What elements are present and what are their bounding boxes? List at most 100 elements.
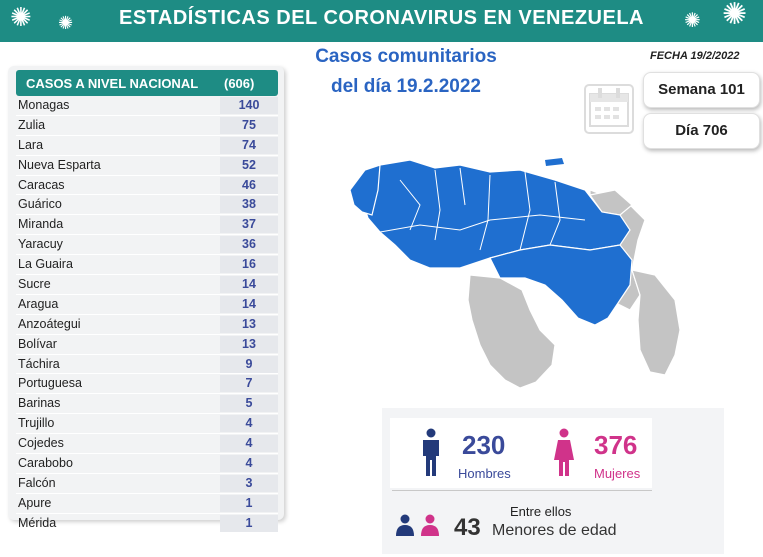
case-count: 3 bbox=[220, 474, 278, 492]
divider bbox=[392, 490, 652, 491]
table-header: CASOS A NIVEL NACIONAL (606) bbox=[16, 70, 278, 96]
case-count: 5 bbox=[220, 395, 278, 413]
case-count: 14 bbox=[220, 295, 278, 313]
state-name: Carabobo bbox=[18, 456, 73, 471]
table-row: Aragua 14 bbox=[16, 295, 278, 315]
woman-icon bbox=[554, 428, 574, 476]
state-name: Nueva Esparta bbox=[18, 157, 101, 172]
state-name: Portuguesa bbox=[18, 376, 82, 391]
state-name: Sucre bbox=[18, 277, 51, 292]
week-label: Semana 101 bbox=[658, 81, 745, 98]
case-count: 13 bbox=[220, 335, 278, 353]
state-name: Aragua bbox=[18, 296, 59, 311]
men-count: 230 bbox=[462, 430, 506, 460]
calendar-icon bbox=[584, 84, 634, 134]
state-name: Falcón bbox=[18, 475, 56, 490]
table-rows: Monagas 140 Zulia 75 Lara 74 Nueva Esparta 52 Ca… bbox=[16, 96, 278, 534]
table-row: Portuguesa 7 bbox=[16, 374, 278, 395]
table-row: Bolívar 13 bbox=[16, 335, 278, 355]
table-row: Anzoátegui 13 bbox=[16, 315, 278, 335]
case-count: 140 bbox=[220, 97, 278, 114]
minors-count: 43 bbox=[454, 514, 481, 541]
cases-table: CASOS A NIVEL NACIONAL (606) Monagas 140 Z… bbox=[8, 66, 284, 534]
state-name: Apure bbox=[18, 495, 52, 510]
day-label: Día 706 bbox=[675, 122, 728, 139]
table-row: Zulia 75 bbox=[16, 116, 278, 136]
state-name: Miranda bbox=[18, 217, 64, 232]
men-label: Hombres bbox=[458, 466, 511, 481]
table-row: Yaracuy 36 bbox=[16, 235, 278, 256]
stats-panel: 230 Hombres 376 Mujeres Entre ellos 43 M… bbox=[382, 408, 724, 554]
table-row: Lara 74 bbox=[16, 136, 278, 156]
state-name: Bolívar bbox=[18, 336, 57, 351]
table-row: Trujillo 4 bbox=[16, 414, 278, 435]
table-row: Mérida 1 bbox=[16, 514, 278, 534]
case-count: 38 bbox=[220, 196, 278, 214]
state-name: Táchira bbox=[18, 356, 60, 371]
table-row: Falcón 3 bbox=[16, 474, 278, 494]
table-row: Sucre 14 bbox=[16, 275, 278, 295]
map-esequibo bbox=[631, 269, 681, 376]
case-count: 14 bbox=[220, 276, 278, 294]
week-badge: Semana 101 bbox=[643, 72, 760, 108]
page-title: ESTADÍSTICAS DEL CORONAVIRUS EN VENEZUEL… bbox=[119, 7, 644, 29]
table-row: Nueva Esparta 52 bbox=[16, 156, 278, 176]
state-name: Trujillo bbox=[18, 416, 55, 431]
state-name: Mérida bbox=[18, 515, 57, 530]
state-name: Barinas bbox=[18, 396, 61, 411]
state-name: Lara bbox=[18, 137, 44, 152]
case-count: 74 bbox=[220, 136, 278, 154]
case-count: 52 bbox=[220, 156, 278, 174]
state-name: La Guaira bbox=[18, 257, 73, 272]
case-count: 4 bbox=[220, 455, 278, 473]
state-name: Zulia bbox=[18, 117, 46, 132]
subtitle-line2: del día 19.2.2022 bbox=[331, 76, 481, 97]
date-label: FECHA 19/2/2022 bbox=[650, 50, 740, 62]
table-row: Monagas 140 bbox=[16, 96, 278, 116]
map-amazonas bbox=[467, 274, 556, 389]
table-row: Caracas 46 bbox=[16, 176, 278, 196]
children-icon bbox=[396, 514, 439, 536]
map-bolivar bbox=[489, 244, 633, 326]
man-icon bbox=[423, 428, 439, 476]
gender-box: 230 Hombres 376 Mujeres bbox=[390, 418, 652, 488]
virus-icon: ✺ bbox=[58, 13, 74, 33]
table-row: Carabobo 4 bbox=[16, 454, 278, 474]
state-name: Guárico bbox=[18, 197, 62, 212]
case-count: 13 bbox=[220, 315, 278, 333]
table-row: Apure 1 bbox=[16, 494, 278, 514]
state-name: Caracas bbox=[18, 177, 65, 192]
case-count: 7 bbox=[220, 375, 278, 393]
entre-ellos-label: Entre ellos bbox=[510, 504, 572, 519]
header-banner: ✺ ✺ ESTADÍSTICAS DEL CORONAVIRUS EN VENE… bbox=[0, 0, 763, 42]
map-zulia bbox=[349, 164, 381, 216]
virus-icon: ✺ bbox=[10, 2, 32, 32]
case-count: 1 bbox=[220, 494, 278, 512]
table-row: Guárico 38 bbox=[16, 195, 278, 216]
state-name: Monagas bbox=[18, 98, 70, 112]
state-name: Yaracuy bbox=[18, 237, 63, 252]
virus-icon: ✺ bbox=[684, 10, 701, 32]
case-count: 4 bbox=[220, 415, 278, 433]
virus-icon: ✺ bbox=[722, 0, 748, 31]
table-row: Cojedes 4 bbox=[16, 434, 278, 455]
map-nueva-esparta bbox=[545, 158, 564, 166]
case-count: 75 bbox=[220, 116, 278, 134]
table-row: Barinas 5 bbox=[16, 394, 278, 415]
case-count: 9 bbox=[220, 355, 278, 373]
table-row: Miranda 37 bbox=[16, 215, 278, 236]
case-count: 4 bbox=[220, 435, 278, 453]
table-total: (606) bbox=[224, 76, 255, 91]
table-title: CASOS A NIVEL NACIONAL bbox=[26, 76, 199, 91]
case-count: 16 bbox=[220, 256, 278, 274]
women-label: Mujeres bbox=[594, 466, 641, 481]
case-count: 46 bbox=[220, 176, 278, 194]
venezuela-map bbox=[349, 158, 681, 389]
case-count: 36 bbox=[220, 236, 278, 254]
subtitle-line1: Casos comunitarios bbox=[315, 46, 497, 67]
case-count: 37 bbox=[220, 216, 278, 234]
day-badge: Día 706 bbox=[643, 113, 760, 149]
table-row: La Guaira 16 bbox=[16, 255, 278, 276]
minors-label: Menores de edad bbox=[492, 522, 617, 539]
case-count: 1 bbox=[220, 514, 278, 532]
